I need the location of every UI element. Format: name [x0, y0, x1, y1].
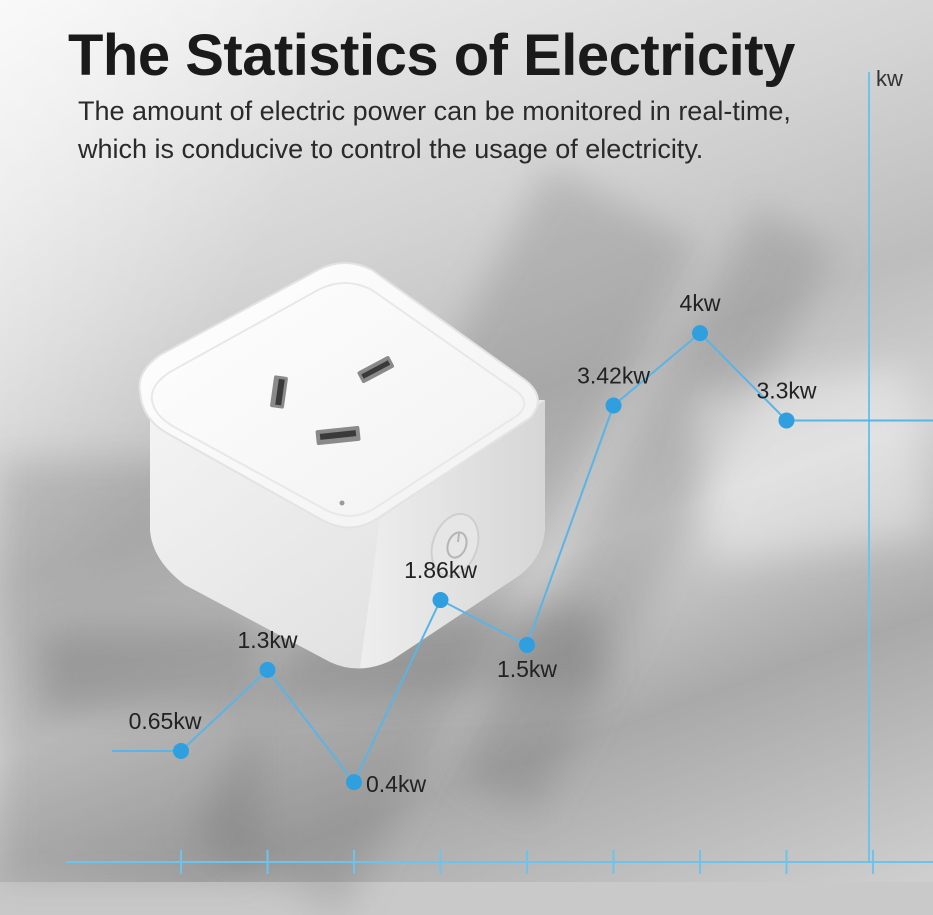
data-label: 1.3kw	[237, 627, 297, 653]
data-point	[173, 742, 189, 759]
data-point	[778, 412, 795, 429]
power-chart: 0.65kw 1.3kw 0.4kw 1.86kw 1.5kw 3.42kw 4kw 3.3k…	[66, 72, 933, 874]
data-point	[432, 592, 449, 609]
data-label: 1.5kw	[497, 656, 557, 682]
data-label: 3.3kw	[756, 377, 816, 403]
subtitle-line-1: The amount of electric power can be moni…	[78, 96, 791, 126]
data-point	[259, 661, 276, 678]
page-title: The Statistics of Electricity	[68, 23, 795, 88]
series-line	[112, 331, 933, 785]
data-label: 3.42kw	[577, 362, 650, 388]
subtitle: The amount of electric power can be moni…	[78, 92, 791, 168]
data-point	[605, 397, 622, 414]
data-label: 0.4kw	[366, 771, 426, 797]
subtitle-line-2: which is conducive to control the usage …	[78, 134, 704, 164]
power-button-icon	[430, 513, 480, 577]
data-point	[346, 774, 362, 791]
data-point	[692, 325, 708, 342]
data-label: 0.65kw	[129, 708, 202, 734]
indicator-led-icon	[339, 500, 345, 506]
outlet-holes	[270, 356, 395, 446]
y-axis-unit-label: kw	[876, 66, 903, 91]
data-label: 4kw	[680, 290, 721, 316]
data-point	[519, 636, 535, 653]
data-label: 1.86kw	[404, 557, 477, 583]
